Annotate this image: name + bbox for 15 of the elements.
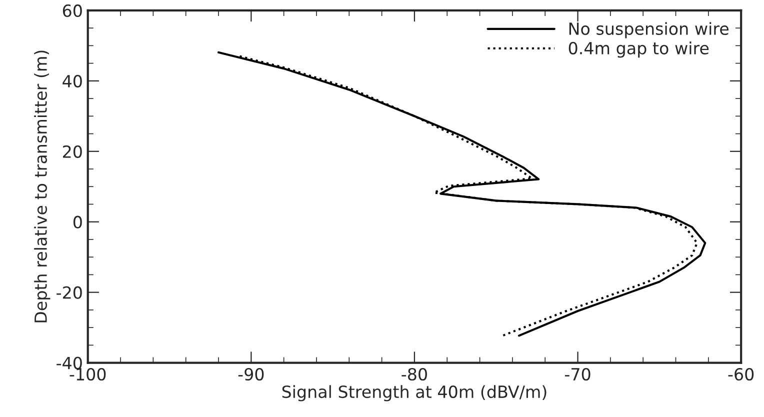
- y-tick-label: -40: [56, 356, 82, 370]
- legend-label: No suspension wire: [569, 22, 729, 38]
- y-tick-label: 20: [63, 145, 82, 158]
- x-tick-label: -70: [564, 368, 590, 381]
- y-tick-label: 40: [62, 74, 82, 88]
- x-tick-label: -100: [70, 368, 106, 381]
- y-tick-label: -20: [56, 286, 82, 299]
- x-tick-label: -80: [402, 368, 427, 381]
- x-tick-label: -60: [728, 368, 754, 381]
- legend-label: 0.4m gap to wire: [568, 42, 709, 58]
- y-tick-label: 0: [73, 216, 82, 228]
- x-tick-label: -90: [238, 368, 264, 381]
- y-axis-title: Depth relative to transmitter (m): [34, 50, 50, 322]
- x-axis-title: Signal Strength at 40m (dBV/m): [282, 385, 546, 402]
- y-tick-label: 60: [62, 4, 82, 17]
